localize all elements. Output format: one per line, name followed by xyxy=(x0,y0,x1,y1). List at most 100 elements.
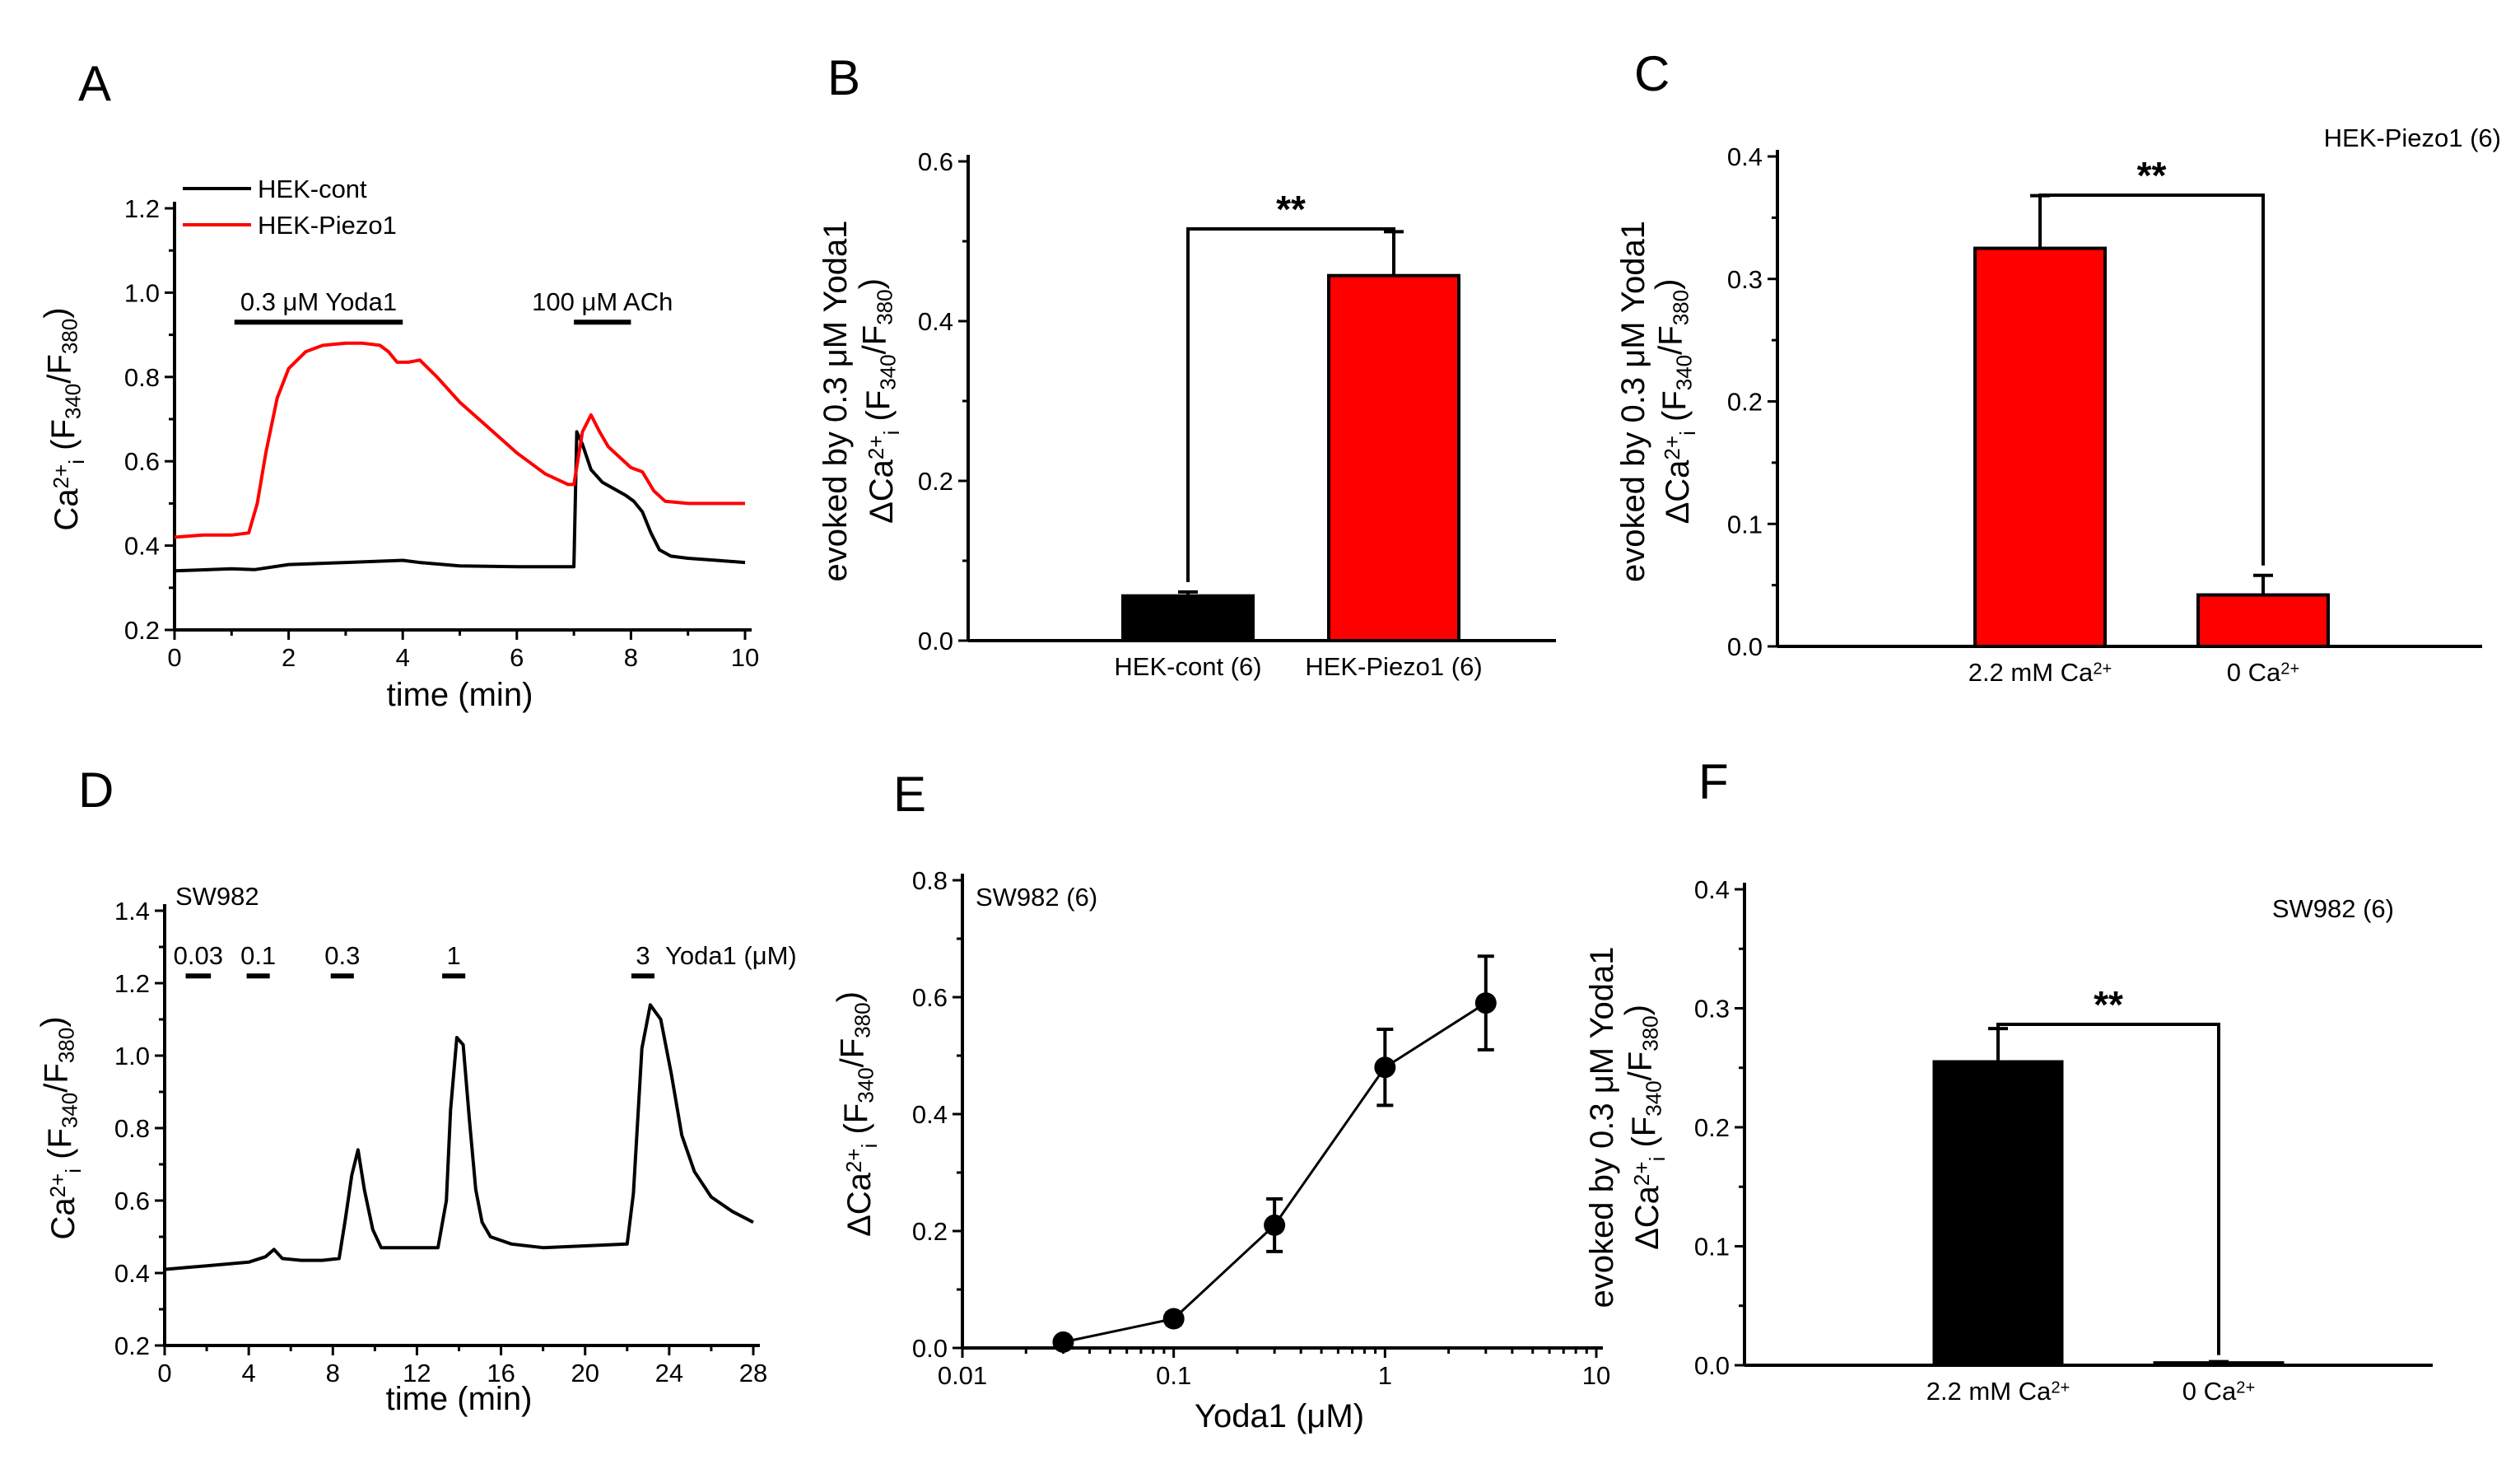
panel-letter-e: E xyxy=(893,767,926,822)
panel-c-significance-bracket xyxy=(2038,194,2265,566)
panel-e-x-tick-label: 0.1 xyxy=(1156,1361,1191,1390)
panel-b-bar xyxy=(1327,273,1460,642)
panel-f-bar-chart: 0.0 0.1 0.2 0.3 0.4 2.2 mM Ca2+ 0 Ca2+ ** SW982 … xyxy=(1584,875,2433,1406)
panel-letter-c: C xyxy=(1634,46,1670,101)
panel-f-bar xyxy=(1932,1060,2064,1368)
panel-e-y-tick-label: 0.0 xyxy=(912,1334,948,1363)
panel-d-y-tick-label: 0.8 xyxy=(114,1114,150,1143)
panel-e-y-tick-label: 0.8 xyxy=(912,866,948,895)
panel-d-y-tick-label: 1.2 xyxy=(114,969,150,998)
panel-e-x-tick-label: 1 xyxy=(1378,1361,1392,1390)
panel-e-fit-line xyxy=(1063,1001,1487,1344)
panel-d-drug-label: 0.03 xyxy=(174,941,223,970)
panel-d-drug-label: 1 xyxy=(446,941,460,970)
panel-c-bar-chart: 0.0 0.1 0.2 0.3 0.4 2.2 mM Ca2+ 0 Ca2+ ** HEK-Pi… xyxy=(1615,124,2501,687)
panel-e-y-tick-label: 0.2 xyxy=(912,1217,948,1246)
panel-d-y-axis-label: Ca2+i (F340/F380) xyxy=(35,1016,85,1239)
panel-letter-b: B xyxy=(827,50,860,105)
panel-b-category-label: HEK-cont (6) xyxy=(1114,652,1261,681)
panel-c-y-tick-label: 0.0 xyxy=(1727,632,1763,661)
panel-d-x-tick-label: 20 xyxy=(571,1359,599,1387)
panel-f-category-label: 2.2 mM Ca2+ xyxy=(1926,1377,2070,1406)
panel-e-y-axis-label: ΔCa2+i (F340/F380) xyxy=(831,991,881,1237)
panel-f-y-axis-label: ΔCa2+i (F340/F380) xyxy=(1619,1005,1669,1250)
panel-a-legend-label: HEK-cont xyxy=(258,175,367,203)
panel-e-y-tick-label: 0.6 xyxy=(912,983,948,1012)
panel-d-series-line-sw982 xyxy=(164,1003,754,1271)
panel-a-y-tick-label: 1.0 xyxy=(124,278,160,307)
panel-d-cell-label: SW982 xyxy=(175,882,259,911)
panel-d-drug-label: 3 xyxy=(636,941,650,970)
panel-b-y-tick-label: 0.6 xyxy=(918,147,953,176)
panel-c-y-tick-label: 0.1 xyxy=(1727,510,1763,539)
panel-a-series-line-hek-piezo1 xyxy=(174,341,745,539)
panel-a-x-tick-label: 0 xyxy=(167,643,181,672)
panel-e-data-point xyxy=(1052,1331,1074,1353)
panel-f-y-tick-label: 0.4 xyxy=(1694,875,1730,904)
panel-f-y-tick-label: 0.2 xyxy=(1694,1113,1730,1142)
panel-a-y-tick-label: 1.2 xyxy=(124,194,160,223)
panel-d-x-tick-label: 24 xyxy=(655,1359,683,1387)
panel-c-y-axis-label-2: evoked by 0.3 μM Yoda1 xyxy=(1615,221,1651,582)
panel-d-y-tick-label: 0.6 xyxy=(114,1187,150,1215)
panel-e-x-tick-label: 0.01 xyxy=(938,1361,987,1390)
panel-e-x-axis-label: Yoda1 (μM) xyxy=(1195,1398,1364,1434)
panel-a-legend-label: HEK-Piezo1 xyxy=(258,211,397,240)
panel-b-category-label: HEK-Piezo1 (6) xyxy=(1305,652,1482,681)
panel-d-y-tick-label: 0.4 xyxy=(114,1259,150,1288)
panel-d-x-axis-label: time (min) xyxy=(386,1381,533,1417)
panel-f-category-label: 0 Ca2+ xyxy=(2182,1377,2255,1406)
panel-a-y-tick-label: 0.2 xyxy=(124,616,160,645)
panel-f-significance-bracket xyxy=(1996,1023,2220,1355)
panel-a-x-tick-label: 4 xyxy=(396,643,410,672)
panel-letter-f: F xyxy=(1698,754,1729,809)
panel-a-series-line-hek-cont xyxy=(174,430,746,573)
panel-c-bar xyxy=(1973,246,2107,648)
panel-c-y-tick-label: 0.2 xyxy=(1727,388,1763,417)
panel-e-data-point xyxy=(1474,992,1497,1014)
panel-d-drug-label: 0.1 xyxy=(240,941,276,970)
panel-d-y-tick-label: 0.2 xyxy=(114,1331,150,1360)
panel-d-x-tick-label: 12 xyxy=(403,1359,431,1387)
panel-d-drug-label: 0.3 xyxy=(324,941,360,970)
panel-e-data-point xyxy=(1162,1308,1185,1330)
panel-letter-d: D xyxy=(78,762,114,818)
panel-a-y-tick-label: 0.8 xyxy=(124,363,160,392)
panel-e-data-point xyxy=(1374,1056,1396,1079)
panel-c-y-tick-label: 0.3 xyxy=(1727,265,1763,294)
panel-b-y-tick-label: 0.4 xyxy=(918,307,953,336)
panel-f-significance-stars: ** xyxy=(2094,983,2123,1026)
panel-d-x-tick-label: 28 xyxy=(739,1359,767,1387)
panel-e-y-tick-label: 0.4 xyxy=(912,1100,948,1129)
panel-b-bar-chart: 0.0 0.2 0.4 0.6 HEK-cont (6) HEK-Piezo1 (6) **… xyxy=(817,147,1556,681)
panel-f-y-tick-label: 0.0 xyxy=(1694,1351,1730,1380)
panel-d-trace-chart: 0.2 0.4 0.6 0.8 1.0 1.2 1.4 0 4 8 12 16 20 24 28 0.03 0.… xyxy=(35,897,796,1417)
panel-c-significance-stars: ** xyxy=(2137,154,2167,197)
panel-a-x-tick-label: 2 xyxy=(282,643,296,672)
panel-f-bar xyxy=(2153,1361,2285,1367)
panel-d-y-tick-label: 1.4 xyxy=(114,897,150,926)
panel-c-title: HEK-Piezo1 (6) xyxy=(2324,124,2501,152)
panel-a-y-tick-label: 0.4 xyxy=(124,532,160,561)
panel-a-x-tick-label: 10 xyxy=(731,643,759,672)
panel-f-y-axis-label-2: evoked by 0.3 μM Yoda1 xyxy=(1584,947,1620,1308)
panel-b-y-tick-label: 0.0 xyxy=(918,627,953,655)
panel-f-y-tick-label: 0.1 xyxy=(1694,1233,1730,1261)
panel-d-unit-label: Yoda1 (μM) xyxy=(665,941,797,970)
panel-e-dose-response-chart: 0.0 0.2 0.4 0.6 0.8 0.01 0.1 1 10 SW982 (6) Yoda1 … xyxy=(831,866,1610,1434)
panel-b-bar xyxy=(1121,594,1255,642)
panel-b-y-axis-label: ΔCa2+i (F340/F380) xyxy=(853,278,903,524)
panel-d-x-tick-label: 4 xyxy=(242,1359,256,1387)
panel-a-y-tick-label: 0.6 xyxy=(124,447,160,476)
panel-a-trace-chart: 0.2 0.4 0.6 0.8 1.0 1.2 0 2 4 6 8 10 0.3 μM Yoda1 100… xyxy=(38,175,759,713)
panel-d-x-tick-label: 0 xyxy=(157,1359,171,1387)
panel-c-category-label: 2.2 mM Ca2+ xyxy=(1968,658,2112,687)
panel-d-y-tick-label: 1.0 xyxy=(114,1042,150,1070)
panel-f-y-tick-label: 0.3 xyxy=(1694,995,1730,1024)
panel-a-drug-label: 100 μM ACh xyxy=(532,287,673,316)
panel-e-data-point xyxy=(1264,1214,1286,1236)
panel-letter-a: A xyxy=(78,56,111,111)
panel-a-x-tick-label: 6 xyxy=(510,643,524,672)
panel-b-y-tick-label: 0.2 xyxy=(918,467,953,496)
